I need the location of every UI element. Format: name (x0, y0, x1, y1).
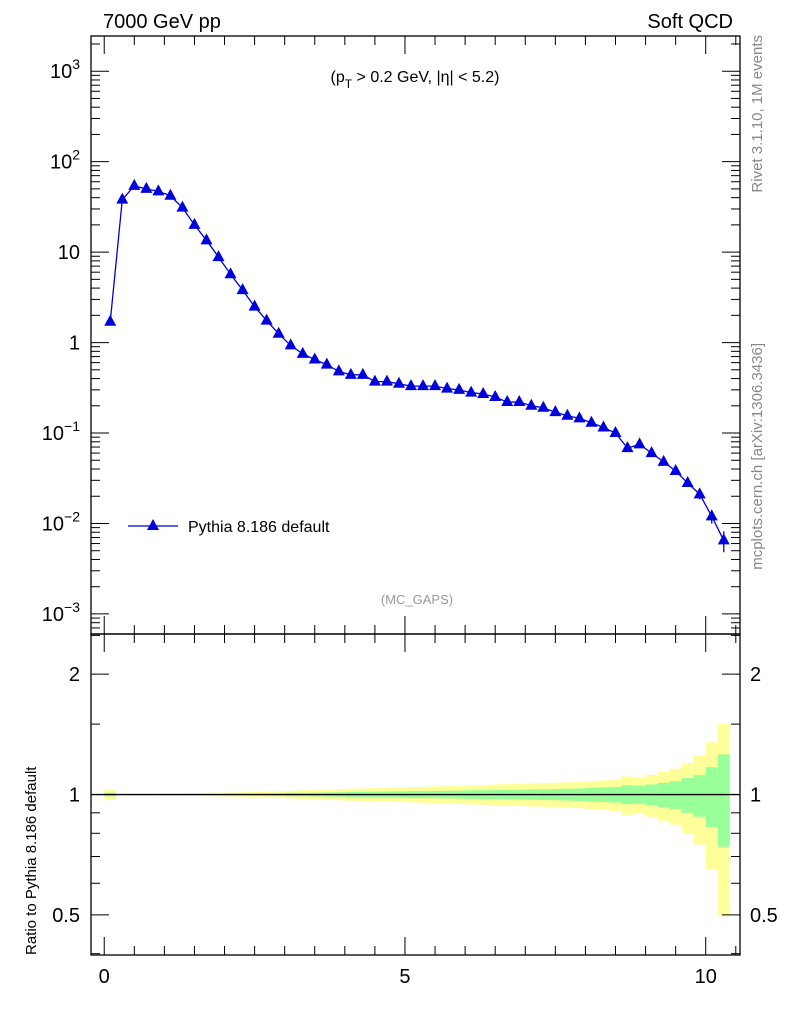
data-point (621, 441, 634, 453)
data-point (669, 464, 682, 476)
ratio-bands (91, 724, 740, 915)
legend-marker (147, 519, 159, 530)
analysis-label: (MC_GAPS) (381, 592, 453, 607)
data-point (320, 357, 333, 369)
y-tick-label: 1 (69, 333, 80, 355)
data-point (212, 250, 225, 262)
stat-band-bin (705, 767, 718, 827)
data-point (645, 446, 658, 458)
y-tick-label: 10 (58, 242, 80, 264)
rivet-label: Rivet 3.1.10, 1M events (749, 35, 766, 193)
y-tick-label: 10−3 (42, 599, 80, 626)
data-point (128, 178, 141, 190)
y-tick-label: 102 (50, 147, 80, 174)
data-point (537, 400, 550, 412)
ratio-y-tick-label-right: 1 (750, 785, 761, 807)
x-tick-label: 0 (99, 966, 110, 988)
data-point (693, 487, 706, 499)
stat-band-bin (681, 777, 694, 813)
data-point (224, 267, 237, 279)
data-point (681, 476, 694, 488)
data-point (573, 411, 586, 423)
header-right: Soft QCD (647, 11, 733, 33)
data-point (380, 374, 393, 386)
y-tick-label: 103 (50, 56, 80, 83)
data-point (236, 283, 249, 295)
data-point (188, 217, 201, 229)
series-line (109, 185, 725, 541)
data-point (116, 192, 129, 204)
data-point (164, 188, 177, 200)
data-point (417, 379, 430, 391)
stat-band-bin (717, 754, 730, 847)
data-point (513, 395, 526, 407)
data-point (104, 314, 117, 326)
legend: Pythia 8.186 default (128, 519, 330, 536)
data-point (717, 533, 730, 545)
ratio-y-tick-label-right: 2 (750, 664, 761, 686)
data-point (429, 379, 442, 391)
legend-label: Pythia 8.186 default (188, 519, 330, 536)
data-point (284, 338, 297, 350)
data-point (609, 426, 622, 438)
y-tick-label: 10−2 (42, 508, 80, 535)
data-point (657, 454, 670, 466)
data-point (465, 385, 478, 397)
data-point (140, 181, 153, 193)
data-point (585, 415, 598, 427)
ratio-y-tick-label: 2 (69, 664, 80, 686)
stat-band-bin (693, 774, 706, 817)
data-point (633, 437, 646, 449)
data-point (489, 390, 502, 402)
data-point (200, 233, 213, 245)
data-point (597, 420, 610, 432)
data-point (453, 382, 466, 394)
data-point (705, 509, 718, 521)
main-frame (90, 35, 741, 635)
ratio-ylabel: Ratio to Pythia 8.186 default (23, 766, 40, 955)
x-tick-label: 10 (695, 966, 717, 988)
data-point (176, 200, 189, 212)
data-point (404, 379, 417, 391)
data-point (356, 367, 369, 379)
data-point (392, 376, 405, 388)
data-point (152, 184, 165, 196)
main-series (104, 178, 730, 553)
data-point (561, 408, 574, 420)
data-point (525, 398, 538, 410)
data-point (308, 352, 321, 364)
data-point (477, 387, 490, 399)
data-point (332, 364, 345, 376)
data-point (344, 367, 357, 379)
data-point (296, 346, 309, 358)
data-point (501, 395, 514, 407)
ratio-y-tick-label-right: 0.5 (750, 905, 778, 927)
y-tick-label: 10−1 (42, 418, 80, 445)
data-point (272, 326, 285, 338)
data-point (368, 374, 381, 386)
data-point (248, 299, 261, 311)
data-point (441, 381, 454, 393)
chart-title: (pT > 0.2 GeV, |η| < 5.2) (331, 69, 500, 91)
data-point (549, 405, 562, 417)
mcplots-label: mcplots.cern.ch [arXiv:1306.3436] (749, 343, 766, 570)
header-left: 7000 GeV pp (103, 11, 221, 33)
x-tick-label: 5 (399, 966, 410, 988)
ratio-y-tick-label: 1 (69, 785, 80, 807)
ratio-y-tick-label: 0.5 (52, 905, 80, 927)
data-point (260, 313, 273, 325)
